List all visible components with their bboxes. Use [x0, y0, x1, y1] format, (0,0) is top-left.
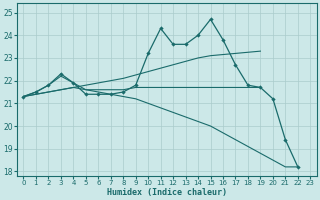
X-axis label: Humidex (Indice chaleur): Humidex (Indice chaleur)	[107, 188, 227, 197]
